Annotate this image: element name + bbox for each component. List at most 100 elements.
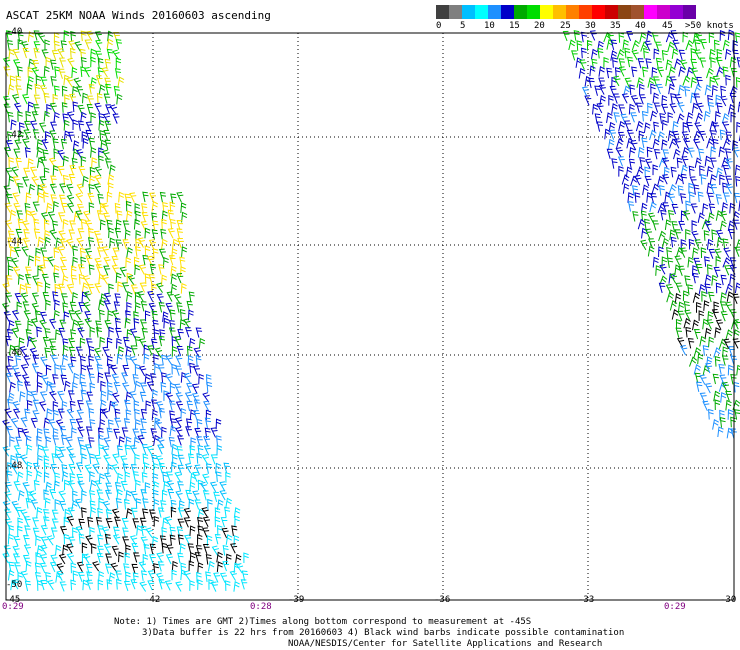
wind-barb bbox=[177, 552, 184, 564]
wind-barb bbox=[44, 497, 51, 509]
wind-barb bbox=[704, 327, 712, 339]
wind-barb bbox=[137, 291, 145, 302]
wind-barb bbox=[18, 122, 25, 133]
wind-barb bbox=[33, 94, 41, 105]
wind-barb bbox=[170, 499, 177, 511]
wind-barb bbox=[147, 570, 155, 581]
wind-barb bbox=[7, 533, 14, 545]
wind-barb bbox=[74, 309, 82, 321]
wind-barb bbox=[176, 445, 183, 457]
wind-barb bbox=[706, 166, 714, 177]
wind-barb bbox=[712, 373, 719, 385]
wind-barb bbox=[70, 579, 77, 591]
wind-barb bbox=[95, 75, 103, 86]
wind-barb bbox=[69, 418, 77, 430]
wind-barb bbox=[122, 536, 129, 547]
wind-barb bbox=[59, 426, 67, 437]
wind-barb bbox=[613, 93, 620, 104]
wind-barb bbox=[144, 373, 151, 385]
wind-barb bbox=[732, 147, 740, 158]
wind-barb bbox=[668, 210, 675, 221]
wind-barb bbox=[46, 408, 53, 419]
wind-barb bbox=[722, 238, 729, 249]
wind-barb bbox=[716, 66, 724, 78]
wind-barb bbox=[98, 444, 105, 455]
wind-barb bbox=[153, 498, 160, 510]
wind-barb bbox=[623, 85, 631, 97]
wind-barb bbox=[6, 131, 13, 142]
wind-barb bbox=[39, 319, 47, 330]
wind-barb bbox=[175, 365, 182, 376]
wind-barb bbox=[706, 67, 714, 79]
wind-barb bbox=[668, 83, 675, 95]
wind-barb bbox=[678, 49, 686, 61]
wind-barb bbox=[147, 345, 155, 356]
wind-barb bbox=[149, 554, 156, 565]
wind-barb bbox=[85, 400, 93, 411]
wind-barb bbox=[50, 175, 57, 186]
wind-barb bbox=[68, 310, 76, 321]
wind-barb bbox=[715, 194, 722, 205]
wind-barb bbox=[661, 157, 670, 168]
wind-barb bbox=[122, 239, 130, 250]
wind-barb bbox=[67, 131, 75, 142]
wind-barb bbox=[12, 400, 20, 412]
wind-barb bbox=[161, 354, 168, 366]
wind-barb bbox=[622, 39, 629, 51]
wind-barb bbox=[222, 545, 229, 556]
wind-barb bbox=[164, 516, 172, 527]
wind-barb bbox=[712, 122, 720, 133]
wind-barb bbox=[724, 48, 732, 60]
wind-barb bbox=[22, 481, 30, 493]
wind-barb bbox=[56, 570, 64, 581]
colorbar-swatch bbox=[514, 5, 527, 19]
wind-barb bbox=[697, 212, 705, 223]
wind-barb bbox=[98, 155, 104, 167]
wind-barb bbox=[50, 354, 58, 366]
wind-barb bbox=[151, 409, 158, 421]
wind-barb bbox=[101, 202, 109, 214]
wind-barb bbox=[673, 148, 681, 160]
wind-barb bbox=[630, 139, 638, 151]
wind-barb bbox=[177, 464, 185, 476]
wind-barb bbox=[17, 237, 23, 249]
wind-barb bbox=[586, 39, 593, 51]
wind-barb bbox=[725, 399, 732, 411]
wind-barb bbox=[729, 92, 737, 104]
wind-barb bbox=[133, 400, 140, 412]
wind-barb bbox=[49, 183, 57, 194]
wind-barb bbox=[66, 516, 74, 527]
colorbar-label: 15 bbox=[509, 21, 520, 31]
wind-barb bbox=[177, 518, 185, 529]
wind-barb bbox=[26, 444, 33, 456]
wind-barb bbox=[215, 462, 222, 474]
wind-barb bbox=[615, 147, 623, 158]
wind-barb bbox=[153, 329, 160, 340]
wind-barb bbox=[95, 517, 103, 528]
wind-barb bbox=[599, 95, 607, 106]
wind-barb bbox=[138, 561, 147, 572]
wind-barb bbox=[84, 311, 92, 322]
wind-barb bbox=[32, 201, 40, 212]
wind-barb bbox=[671, 221, 678, 232]
wind-barb bbox=[100, 139, 107, 151]
wind-barb bbox=[42, 149, 49, 160]
wind-barb bbox=[183, 318, 191, 329]
wind-barb bbox=[722, 257, 731, 268]
wind-barb bbox=[608, 121, 616, 133]
wind-barb bbox=[23, 167, 30, 178]
wind-barb bbox=[721, 355, 729, 366]
wind-barb bbox=[75, 149, 84, 160]
wind-barb bbox=[161, 489, 168, 501]
wind-barb bbox=[679, 59, 688, 70]
wind-barb bbox=[170, 193, 177, 204]
wind-barb bbox=[36, 381, 43, 393]
wind-barb bbox=[165, 302, 173, 314]
wind-barb bbox=[15, 453, 22, 464]
wind-barb bbox=[206, 381, 213, 393]
wind-barb bbox=[101, 67, 109, 78]
wind-barb bbox=[39, 84, 48, 96]
wind-barb bbox=[23, 229, 30, 240]
wind-barb bbox=[47, 579, 55, 591]
wind-barb bbox=[661, 237, 670, 249]
